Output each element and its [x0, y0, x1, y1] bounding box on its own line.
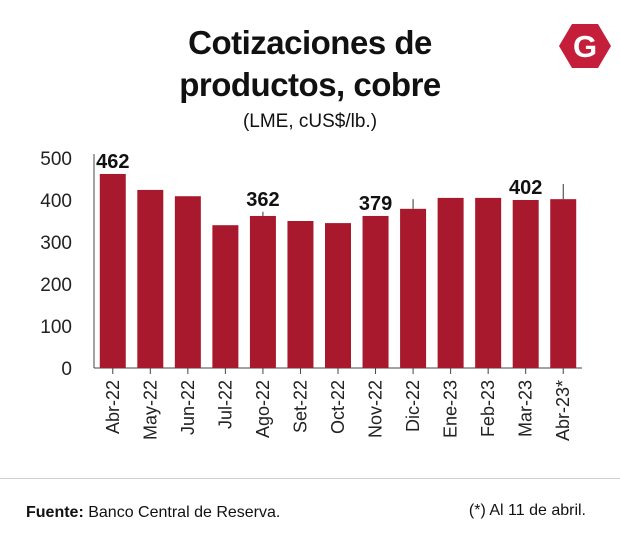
- x-tick-label: Jul-22: [215, 380, 235, 429]
- bar: [475, 197, 502, 368]
- bar-chart: 0 100 200 300 400 500 Abr-22 May-22 Jun-22 Jul-22…: [40, 149, 582, 441]
- bar: [437, 197, 464, 368]
- bar: [287, 221, 314, 368]
- x-tick-label: Nov-22: [366, 380, 386, 438]
- bar: [550, 199, 577, 368]
- y-tick-label: 500: [40, 149, 72, 170]
- x-tick-label: Ago-22: [253, 380, 273, 438]
- x-tick-label: Ene-23: [441, 380, 461, 438]
- x-tick-label: Feb-23: [478, 380, 498, 437]
- bar: [512, 200, 539, 368]
- y-tick-label: 300: [40, 233, 72, 254]
- x-tick-label: Jun-22: [178, 380, 198, 435]
- data-label: 402: [509, 177, 542, 199]
- bar: [362, 215, 389, 368]
- bar: [99, 173, 126, 368]
- chart-subtitle: (LME, cUS$/lb.): [242, 111, 378, 132]
- x-tick-label: Oct-22: [328, 380, 348, 434]
- source-text: Banco Central de Reserva.: [88, 504, 281, 521]
- y-tick-label: 100: [40, 317, 72, 338]
- y-tick-label: 400: [40, 191, 72, 212]
- x-tick-label: May-22: [140, 380, 160, 440]
- footnote: (*) Al 11 de abril.: [468, 502, 586, 519]
- data-label: 362: [246, 189, 279, 211]
- y-tick-label: 0: [61, 359, 72, 380]
- data-label: 379: [359, 193, 392, 215]
- bar: [249, 215, 276, 368]
- source-note: Fuente: Banco Central de Reserva.: [26, 504, 280, 522]
- bar: [137, 189, 164, 368]
- title-line-1: Cotizaciones de: [188, 24, 432, 61]
- chart-title: Cotizaciones de productos, cobre: [80, 22, 540, 106]
- y-tick-label: 200: [40, 275, 72, 296]
- x-tick-label: Abr-23*: [553, 380, 573, 441]
- bar: [400, 208, 427, 368]
- x-tick-label: Set-22: [290, 380, 310, 433]
- brand-logo-icon: G: [559, 24, 611, 68]
- bar: [174, 196, 201, 368]
- brand-logo-letter: G: [573, 29, 597, 64]
- x-tick-label: Mar-23: [516, 380, 536, 437]
- bar: [212, 225, 239, 368]
- x-tick-label: Abr-22: [103, 380, 123, 434]
- bar: [325, 223, 351, 368]
- title-line-2: productos, cobre: [179, 66, 441, 103]
- data-label: 462: [96, 151, 129, 173]
- x-tick-label: Dic-22: [403, 380, 423, 432]
- source-label: Fuente:: [26, 504, 84, 521]
- footer-divider: [0, 478, 620, 479]
